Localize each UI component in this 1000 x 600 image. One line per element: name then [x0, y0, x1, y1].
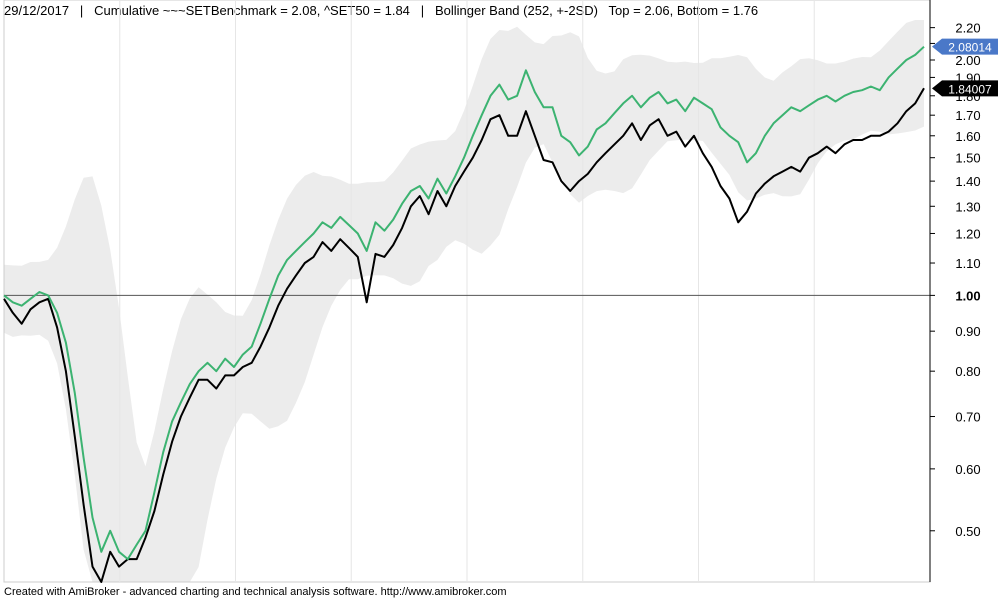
y-tick-label: 1.30: [955, 199, 980, 214]
header-date: 29/12/2017: [4, 3, 70, 18]
chart-header: 29/12/2017 | Cumulative ~~~SETBenchmark …: [4, 3, 758, 19]
last-value-flag: [932, 38, 998, 55]
footer-credit: Created with AmiBroker - advanced charti…: [4, 586, 507, 598]
bollinger-band-layer: [4, 20, 924, 582]
y-tick-label: 1.60: [955, 129, 980, 144]
y-tick-label: 0.50: [955, 524, 980, 539]
last-value-flag: [932, 80, 998, 97]
y-tick-label: 0.60: [955, 462, 980, 477]
y-tick-label: 1.70: [955, 108, 980, 123]
last-value-label: 1.84007: [948, 82, 992, 96]
y-tick-label: 0.80: [955, 364, 980, 379]
header-top-bottom: Top = 2.06, Bottom = 1.76: [608, 3, 759, 18]
header-separator: |: [79, 3, 84, 18]
y-tick-label: 1.50: [955, 151, 980, 166]
y-tick-label: 0.70: [955, 410, 980, 425]
series-line-set50: [3, 87, 925, 583]
grid-layer: [3, 0, 931, 583]
header-bollinger: Bollinger Band (252, +-2SD): [434, 3, 598, 18]
value-labels: 2.08014 1.84007: [932, 38, 998, 97]
series-line-setbenchmark: [3, 45, 925, 561]
bollinger-band: [4, 20, 924, 582]
y-tick-label: 1.40: [955, 174, 980, 189]
last-value-label: 2.08014: [948, 41, 992, 55]
y-tick-label: 0.90: [955, 324, 980, 339]
y-tick-label: 1.10: [955, 256, 980, 271]
header-separator: |: [420, 3, 425, 18]
y-tick-label: 1.00: [955, 288, 980, 303]
y-tick-label: 1.20: [955, 226, 980, 241]
header-title: Cumulative ~~~SETBenchmark = 2.08, ^SET5…: [94, 3, 410, 18]
y-tick-label: 2.00: [955, 53, 980, 68]
y-tick-label: 2.20: [955, 21, 980, 36]
y-axis: 2.202.102.001.901.801.701.601.501.401.30…: [929, 0, 981, 582]
series-layer: [3, 45, 925, 583]
